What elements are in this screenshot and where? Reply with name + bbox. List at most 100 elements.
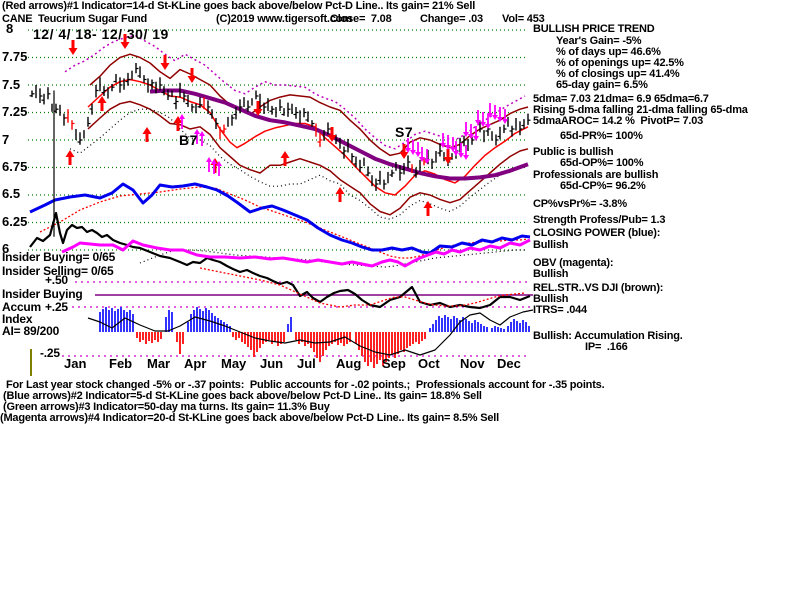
obv-magenta-line: [61, 238, 531, 268]
closing-power-blue-line: [29, 182, 531, 255]
insider-panel-label: Accum: [2, 300, 42, 314]
right-panel-stat: Bullish: [533, 268, 569, 280]
right-panel-stat: 65-day gain= 6.5%: [556, 79, 648, 91]
red-down-arrow-icon: [327, 135, 337, 142]
red-down-arrow-icon: [443, 157, 453, 164]
right-panel-stat: Bullish: Accumulation Rising.: [533, 330, 683, 342]
violet-dotted-upper-line: [64, 34, 526, 150]
magenta-down-arrow-icon: [487, 113, 493, 118]
month-axis-label: Dec: [497, 356, 521, 371]
insider-panel-label: Index: [2, 312, 33, 326]
copyright-label: (C)2019 www.tigersoft.com: [216, 13, 352, 25]
magenta-up-arrow-icon: [216, 161, 222, 166]
red-up-arrow-icon: [142, 127, 152, 134]
footer-indicator-line: (Magenta arrows)#4 Indicator=20-d St-KLi…: [0, 412, 499, 424]
sell-signal-label-s7: S7: [395, 124, 414, 140]
insider-panel-label: Insider Selling= 0/65: [2, 264, 114, 278]
right-panel-stat: REL.STR..VS DJI (brown):: [533, 282, 664, 294]
magenta-down-arrow-icon: [415, 152, 421, 157]
red-down-arrow-icon: [68, 48, 78, 55]
red-down-arrow-icon: [187, 76, 197, 83]
magenta-down-arrow-icon: [410, 150, 416, 155]
footer-indicator-line: (Blue arrows)#2 Indicator=5-d St-KLine g…: [3, 390, 482, 402]
right-panel-stat: CLOSING POWER (blue):: [533, 227, 661, 239]
red-down-arrow-icon: [253, 109, 263, 116]
right-panel-stat: % of closings up= 41.4%: [556, 68, 680, 80]
insider-panel-label: -.25: [40, 346, 60, 360]
ticker-symbol: CANE: [2, 13, 33, 25]
mid-dotted-black-line: [139, 249, 525, 268]
right-panel-stat: % of openings up= 42.5%: [556, 57, 684, 69]
magenta-up-arrow-icon: [211, 159, 217, 164]
right-panel-stat: CP%vsPr%= -3.8%: [533, 198, 627, 210]
price-axis-label: 7.25: [2, 104, 28, 119]
right-panel-stat: 65d-OP%= 100%: [560, 157, 644, 169]
right-panel-stat: Year's Gain= -5%: [556, 35, 642, 47]
footer-indicator-line: (Green arrows)#3 Indicator=50-day ma tur…: [3, 401, 330, 413]
magenta-up-arrow-icon: [199, 131, 205, 136]
right-panel-stat: Strength Profess/Pub= 1.3: [533, 214, 666, 226]
rs-ma-red-dotted-line: [199, 267, 526, 308]
magenta-up-arrow-icon: [206, 157, 212, 162]
right-panel-stat: Public is bullish: [533, 146, 614, 158]
date-range-label: 12/ 4/ 18- 12/ 30/ 19: [33, 26, 169, 42]
month-axis-label: Mar: [147, 356, 171, 371]
month-axis-label: Nov: [460, 356, 485, 371]
magenta-down-arrow-icon: [473, 136, 479, 141]
price-axis-label: 7: [2, 132, 10, 147]
change-value: Change= .03: [420, 13, 483, 25]
red-down-arrow-icon: [160, 63, 170, 70]
buy-signal-label-b7: B7: [179, 132, 198, 148]
magenta-down-arrow-icon: [492, 115, 498, 120]
right-panel-stat: Rising 5-dma falling 21-dma falling 65-d…: [533, 104, 748, 116]
magenta-down-arrow-icon: [463, 155, 469, 160]
red-up-arrow-icon: [97, 96, 107, 103]
magenta-down-arrow-icon: [445, 145, 451, 150]
month-axis-label: Apr: [184, 356, 207, 371]
right-panel-stat: % of days up= 46.6%: [556, 46, 661, 58]
insider-panel-label: +.25: [45, 300, 68, 314]
insider-panel-label: AI= 89/200: [2, 324, 60, 338]
price-axis-label: 6: [2, 241, 10, 256]
indicator1-title: (Red arrows)#1 Indicator=14-d St-KLine g…: [2, 0, 476, 12]
price-axis-label: 6.5: [2, 186, 21, 201]
fund-name: Teucrium Sugar Fund: [38, 13, 148, 25]
magenta-down-arrow-icon: [475, 120, 481, 125]
right-panel-stat: Bullish: [533, 239, 569, 251]
right-panel-stat: 5dma= 7.03 21dma= 6.9 65dma=6.7: [533, 93, 709, 105]
red-up-arrow-icon: [65, 150, 75, 157]
red-up-arrow-icon: [423, 201, 433, 208]
right-panel-stat: 5dmaAROC= 14.2 % PivotP= 7.03: [533, 115, 704, 127]
magenta-down-arrow-icon: [458, 153, 464, 158]
month-axis-label: Oct: [418, 356, 440, 371]
magenta-down-arrow-icon: [453, 151, 459, 156]
month-axis-label: May: [221, 356, 247, 371]
right-panel-stat: BULLISH PRICE TREND: [533, 23, 655, 35]
right-panel-stat: ITRS= .044: [533, 304, 587, 316]
right-panel-stat: OBV (magenta):: [533, 257, 614, 269]
magenta-up-arrow-icon: [179, 114, 185, 119]
price-axis-label: 8: [6, 21, 14, 36]
red-up-arrow-icon: [335, 187, 345, 194]
right-panel-stat: Professionals are bullish: [533, 169, 659, 181]
relstr-black-line: [29, 211, 531, 310]
month-axis-label: Aug: [336, 356, 362, 371]
close-value: Close= 7.08: [330, 13, 392, 25]
magenta-down-arrow-icon: [424, 159, 430, 164]
insider-panel-label: Insider Buying= 0/65: [2, 250, 116, 264]
month-axis-label: Sep: [382, 356, 406, 371]
right-panel-stat: 65d-CP%= 96.2%: [560, 180, 646, 192]
magenta-down-arrow-icon: [450, 147, 456, 152]
magenta-down-arrow-icon: [502, 119, 508, 124]
insider-panel-label: +.50: [45, 273, 68, 287]
magenta-down-arrow-icon: [485, 124, 491, 129]
magenta-down-arrow-icon: [405, 148, 411, 153]
magenta-down-arrow-icon: [480, 122, 486, 127]
ai-ma-black-line: [87, 309, 534, 356]
volume-value: Vol= 453: [502, 13, 545, 25]
magenta-up-arrow-icon: [194, 129, 200, 134]
magenta-down-arrow-icon: [419, 157, 425, 162]
price-axis-label: 6.75: [2, 159, 28, 174]
